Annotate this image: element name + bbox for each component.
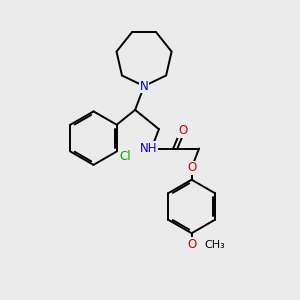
- Text: CH₃: CH₃: [204, 239, 225, 250]
- Text: NH: NH: [140, 142, 157, 155]
- Text: N: N: [140, 80, 148, 93]
- Text: Cl: Cl: [119, 150, 131, 163]
- Text: O: O: [187, 161, 196, 174]
- Text: O: O: [187, 238, 196, 251]
- Text: O: O: [178, 124, 187, 137]
